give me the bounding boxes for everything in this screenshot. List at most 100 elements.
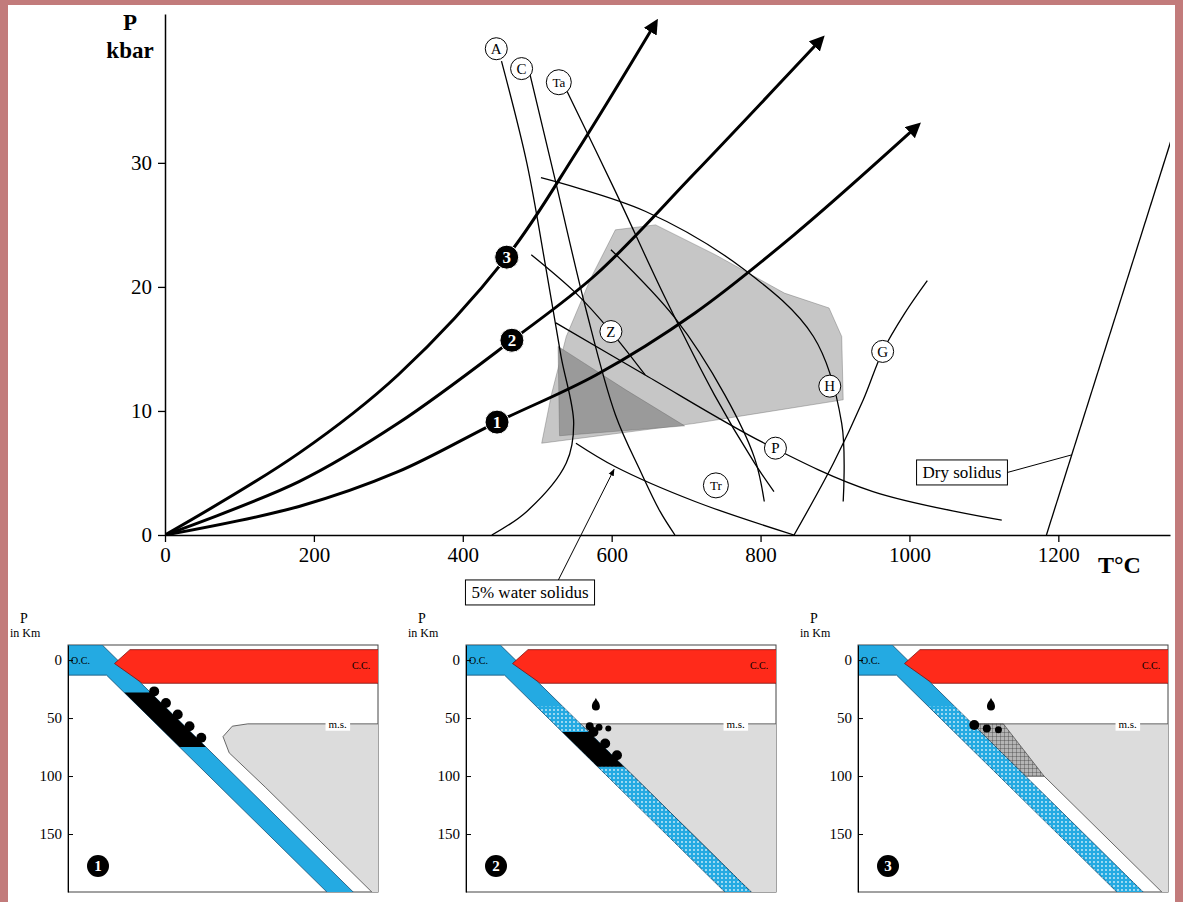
panel-tick: 100: [438, 768, 472, 784]
melt-blob: [173, 710, 183, 720]
x-tick-label: 1000: [889, 543, 931, 567]
curve-label-circle: [600, 321, 622, 343]
mantle-solidus-label: m.s.: [727, 718, 746, 730]
panel-number-circle: [877, 855, 899, 877]
x-tick: 800: [745, 535, 777, 567]
curve-label: P: [771, 440, 779, 456]
x-tick: 400: [448, 535, 480, 567]
melt-blob: [605, 725, 611, 731]
geotherm-label: 3: [502, 248, 511, 267]
subduction-panel: 050100150Pin KmO.C.C.C.m.s.2: [408, 611, 779, 902]
panel-tick-mark: [466, 718, 471, 719]
geotherm-label: 1: [493, 413, 502, 432]
curve-label: G: [877, 344, 888, 360]
mantle-wedge: [580, 724, 776, 892]
y-tick: 0: [142, 523, 166, 547]
melt-drop: [987, 698, 995, 711]
x-tick-mark: [165, 535, 166, 542]
panel-tick-mark: [858, 718, 863, 719]
panel-tick-mark: [68, 834, 73, 835]
curve-label: Tr: [710, 478, 722, 493]
x-tick-mark: [1058, 535, 1059, 542]
panel-axis-title: P: [810, 611, 818, 626]
continental-crust-label: C.C.: [352, 660, 370, 671]
panel-tick-label: 50: [47, 710, 62, 726]
annotation-arrow: [558, 469, 614, 579]
x-tick-mark: [612, 535, 613, 542]
geotherm-label: 2: [508, 331, 517, 350]
y-tick-mark: [158, 287, 165, 288]
geotherm-label-circle: [495, 245, 519, 269]
continental-crust-label: C.C.: [1142, 660, 1160, 671]
melt-blob: [185, 721, 195, 731]
panel-tick-label: 150: [438, 826, 461, 842]
curve-labels: ACTaZPHGTr123: [485, 38, 894, 498]
panel-tick-mark: [858, 834, 863, 835]
panel-axis-title: P: [20, 611, 28, 626]
reaction-curve: [541, 178, 844, 502]
panel-axis-line: [466, 646, 467, 893]
mantle-solidus-label: m.s.: [1119, 718, 1138, 730]
x-tick-mark: [463, 535, 464, 542]
curve-label-circle: [546, 70, 571, 95]
y-tick: 30: [131, 151, 165, 175]
x-tick: 1200: [1038, 535, 1080, 567]
annotation: 5% water solidus: [465, 580, 594, 605]
panel-number: 2: [492, 858, 500, 874]
oceanic-crust-label: O.C.: [71, 655, 90, 666]
melt-blob: [161, 698, 171, 708]
melt-blob: [983, 724, 991, 732]
melt-blob: [595, 724, 602, 731]
geotherm: [165, 39, 822, 535]
oceanic-crust-label: O.C.: [861, 655, 880, 666]
panel-tick: 100: [830, 768, 864, 784]
subduction-panel: 050100150Pin KmO.C.C.C.m.s.3: [800, 611, 1174, 902]
curve-label: Ta: [552, 75, 565, 90]
panel-number: 1: [94, 858, 102, 874]
panel-tick-mark: [68, 718, 73, 719]
x-tick-mark: [314, 535, 315, 542]
y-tick-label: 10: [131, 399, 152, 423]
x-tick: 1000: [889, 535, 931, 567]
subduction-panel: 050100150Pin KmO.C.C.C.m.s.1: [10, 611, 384, 902]
continental-crust: [115, 650, 379, 684]
curve-label-circle: [764, 437, 786, 459]
panel-tick: 150: [830, 826, 864, 842]
plot-area: [165, 23, 1170, 535]
y-axis: 0 10 20 30: [131, 15, 166, 548]
panel-axis-title: P: [418, 611, 426, 626]
y-tick-mark: [158, 163, 165, 164]
melt-blob: [149, 686, 159, 696]
x-tick: 600: [596, 535, 628, 567]
figure: 0200400600800100012000102030T°CPkbarACTa…: [0, 0, 1183, 902]
panel-tick: 50: [445, 710, 471, 726]
geotherm: [165, 126, 918, 535]
panel-axis-line: [858, 646, 859, 893]
melt-blob: [995, 726, 1002, 733]
y-tick: 10: [131, 399, 165, 423]
panel-axis: 050100150: [830, 646, 864, 893]
panel-tick-label: 100: [40, 768, 63, 784]
x-tick-mark: [760, 535, 761, 542]
x-tick-label: 200: [299, 543, 331, 567]
x-tick-label: 600: [596, 543, 628, 567]
y-tick: 20: [131, 275, 165, 299]
panel-tick: 150: [40, 826, 74, 842]
dehydrated-slab: [536, 706, 763, 892]
geotherm-label-circle: [485, 410, 509, 434]
panel-tick-mark: [466, 776, 471, 777]
panel-tick-label: 0: [845, 652, 853, 668]
curve-label: Z: [606, 324, 615, 340]
panel-number-circle: [87, 855, 109, 877]
mantle-solidus-label-bg: [1116, 717, 1141, 731]
mantle-solidus-label: m.s.: [329, 718, 348, 730]
continental-crust: [905, 650, 1169, 684]
melt-blob: [612, 750, 622, 760]
melt-blob: [586, 722, 594, 730]
panel-tick-label: 50: [445, 710, 460, 726]
curve-label-circle: [872, 340, 894, 362]
annotation-box: [917, 460, 1008, 485]
curve-label-circle: [511, 58, 533, 80]
panel-tick-mark: [466, 834, 471, 835]
y-tick-label: 30: [131, 151, 152, 175]
